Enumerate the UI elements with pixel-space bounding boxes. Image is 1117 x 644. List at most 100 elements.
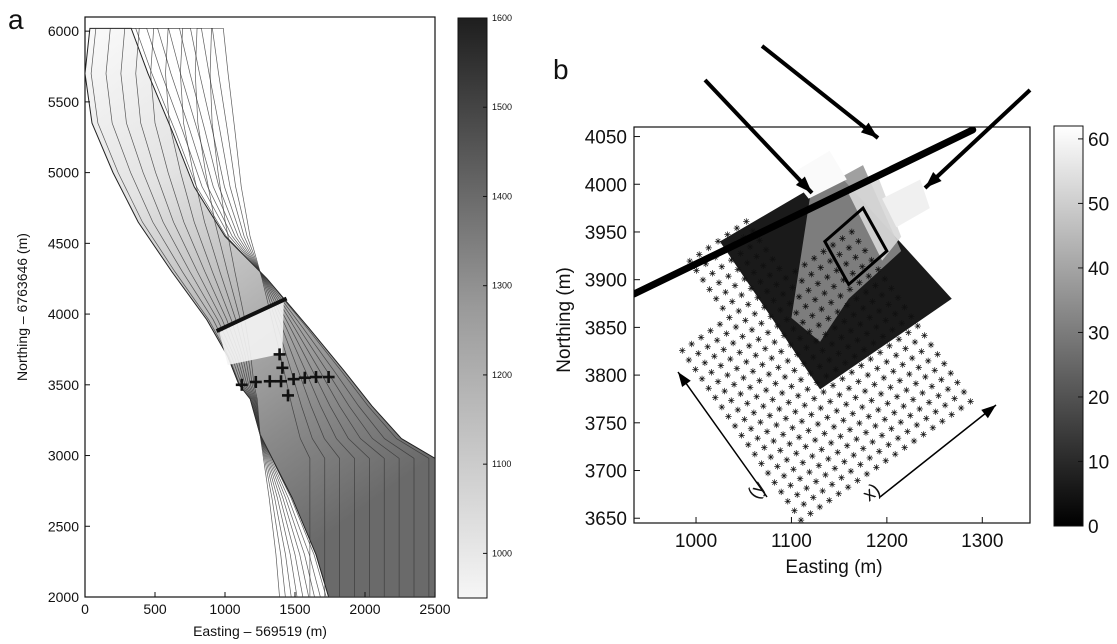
grid-point — [824, 414, 831, 421]
grid-point — [809, 312, 816, 319]
grid-point — [734, 266, 742, 273]
grid-point — [857, 461, 864, 468]
grid-points — [679, 218, 974, 523]
grid-point — [740, 374, 747, 382]
grid-point — [784, 498, 791, 505]
grid-point — [725, 413, 732, 420]
grid-point — [705, 244, 712, 252]
grid-point — [812, 478, 820, 485]
grid-point — [826, 257, 834, 265]
grid-point — [767, 453, 775, 461]
grid-point — [807, 510, 814, 517]
grid-point — [796, 475, 804, 482]
colorbar-tick-label: 60 — [1088, 130, 1109, 151]
grid-point — [721, 387, 728, 395]
grid-point — [809, 452, 816, 460]
grid-point — [932, 408, 939, 415]
colorbar-tick-label: 1100 — [492, 459, 511, 469]
grid-point — [699, 276, 707, 284]
grid-point — [787, 482, 794, 489]
grid-point — [885, 441, 892, 448]
grid-point — [801, 261, 808, 269]
grid-point — [820, 248, 827, 255]
grid-point — [718, 403, 726, 411]
grid-point — [742, 317, 749, 324]
grid-point — [789, 424, 796, 432]
grid-point — [760, 402, 767, 410]
panel-a-letter: a — [8, 4, 24, 35]
grid-point — [863, 330, 871, 337]
grid-point — [739, 333, 746, 340]
grid-point — [878, 291, 886, 299]
grid-point — [908, 354, 916, 362]
grid-point — [948, 411, 955, 418]
grid-point — [801, 401, 808, 409]
grid-point — [901, 444, 908, 451]
grid-point — [885, 301, 892, 308]
grid-point — [873, 323, 880, 331]
grid-point — [685, 356, 693, 364]
grid-point — [697, 334, 705, 341]
grid-point — [839, 235, 846, 242]
grid-point — [904, 428, 911, 435]
grid-point — [688, 340, 695, 348]
grid-point — [880, 374, 888, 382]
grid-point — [896, 377, 904, 384]
grid-point — [941, 401, 949, 409]
grid-point — [769, 255, 776, 263]
grid-point — [797, 376, 805, 383]
grid-point — [858, 362, 865, 369]
grid-point — [744, 400, 751, 407]
grid-point — [812, 337, 820, 345]
grid-point — [841, 458, 848, 465]
grid-point — [810, 494, 817, 501]
grid-point — [939, 417, 946, 425]
colorbar-tick-label: 10 — [1088, 452, 1109, 473]
grid-point — [918, 348, 925, 355]
grid-point — [811, 436, 819, 444]
y-tick-label: 3950 — [585, 223, 627, 244]
cross-marker — [282, 389, 294, 402]
colorbar-tick-label: 30 — [1088, 323, 1109, 344]
panel-a-plot: 0 500 1000 1500 2000 2500 2000 2500 3000 3500 4000… — [48, 16, 451, 617]
grid-point — [929, 424, 937, 431]
grid-point — [816, 503, 824, 511]
grid-point — [752, 352, 759, 359]
contour-line — [165, 27, 355, 597]
grid-point — [818, 446, 825, 453]
grid-point — [905, 329, 912, 336]
grid-point — [828, 481, 836, 488]
grid-point — [855, 238, 862, 245]
grid-point — [938, 376, 945, 383]
cross-marker — [275, 375, 287, 388]
grid-point — [906, 370, 913, 378]
grid-point — [805, 427, 812, 434]
grid-point — [869, 438, 876, 446]
grid-point — [826, 356, 833, 364]
cross-marker — [310, 371, 322, 384]
grid-point — [692, 366, 699, 373]
grid-point — [780, 472, 788, 480]
grid-point — [853, 435, 860, 443]
panel-a-xlabel: Easting – 569519 (m) — [193, 623, 327, 639]
grid-point — [765, 370, 773, 378]
colorbar-tick-label: 40 — [1088, 259, 1109, 280]
grid-point — [858, 263, 866, 270]
colorbar-tick-label: 1000 — [492, 548, 512, 558]
grid-point — [705, 385, 712, 392]
grid-point — [714, 378, 722, 385]
grid-point — [913, 421, 921, 429]
grid-point — [791, 367, 798, 374]
x-tick-label: 0 — [81, 601, 89, 617]
grid-point — [888, 285, 895, 292]
y-tick-label: 3500 — [48, 377, 79, 393]
grid-point — [819, 347, 826, 354]
contour-line — [90, 27, 430, 597]
grid-point — [830, 423, 838, 431]
grid-point — [749, 368, 757, 375]
grid-point — [772, 380, 779, 387]
grid-point — [798, 418, 806, 425]
grid-point — [712, 295, 720, 302]
colorbar-tick-label: 1600 — [492, 13, 512, 23]
